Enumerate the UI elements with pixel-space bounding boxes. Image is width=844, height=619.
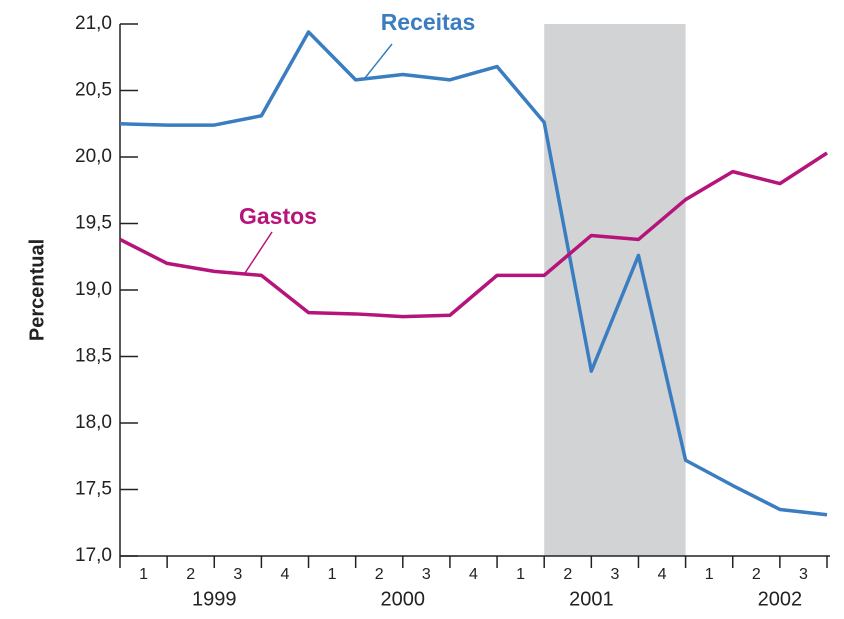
quarter-label: 2 <box>186 566 195 583</box>
quarter-label: 3 <box>799 566 808 583</box>
quarter-label: 2 <box>375 566 384 583</box>
series-line <box>119 151 828 319</box>
series-label: Gastos <box>239 203 317 229</box>
year-label: 2001 <box>569 588 614 610</box>
quarter-label: 4 <box>658 566 667 583</box>
quarter-label: 3 <box>422 566 431 583</box>
quarter-label: 3 <box>610 566 619 583</box>
quarter-label: 1 <box>328 566 337 583</box>
y-tick-label: 20,5 <box>75 80 112 101</box>
series-label: Receitas <box>381 9 476 35</box>
series-line <box>119 30 828 517</box>
quarter-label: 1 <box>516 566 525 583</box>
y-tick-label: 18,5 <box>75 346 112 367</box>
y-tick-label: 17,5 <box>75 479 112 500</box>
y-tick-label: 18,0 <box>75 412 112 433</box>
y-tick-label: 20,0 <box>75 146 112 167</box>
leader-line <box>364 43 393 79</box>
quarter-label: 1 <box>705 566 714 583</box>
y-tick-label: 21,0 <box>75 13 112 34</box>
year-label: 1999 <box>192 588 237 610</box>
quarter-label: 3 <box>233 566 242 583</box>
quarter-label: 4 <box>281 566 290 583</box>
leader-line <box>244 231 273 274</box>
y-tick-label: 19,0 <box>75 279 112 300</box>
y-axis-label: Percentual <box>26 239 48 341</box>
y-tick-label: 17,0 <box>75 545 112 566</box>
shaded-period <box>544 24 686 556</box>
y-tick-label: 19,5 <box>75 213 112 234</box>
quarter-label: 1 <box>139 566 148 583</box>
quarter-label: 2 <box>563 566 572 583</box>
quarter-label: 2 <box>752 566 761 583</box>
year-label: 2002 <box>758 588 803 610</box>
year-label: 2000 <box>381 588 426 610</box>
quarter-label: 4 <box>469 566 478 583</box>
